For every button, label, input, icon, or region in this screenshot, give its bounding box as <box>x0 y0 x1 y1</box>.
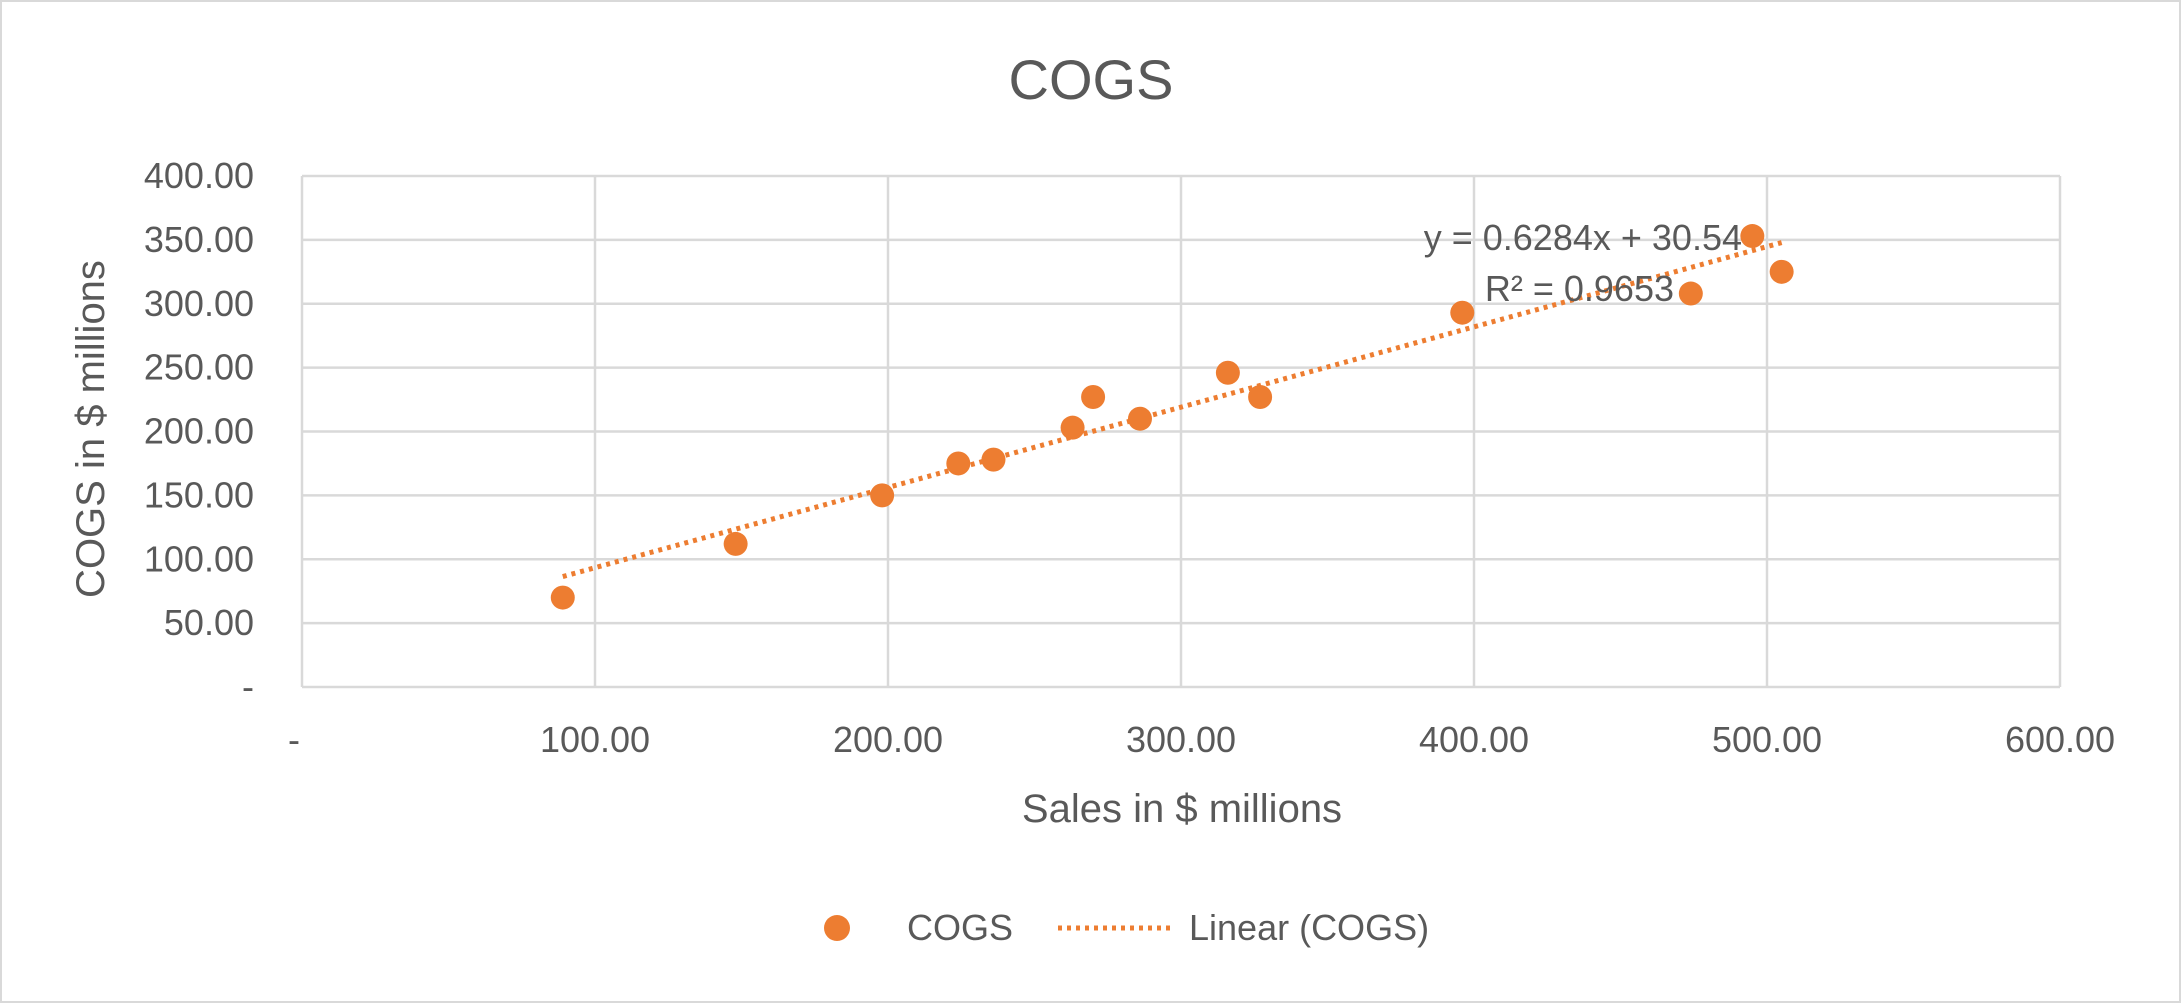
data-point <box>870 483 895 508</box>
y-tick-label: - <box>242 666 254 707</box>
y-tick-label: 400.00 <box>144 155 254 196</box>
data-point <box>1215 360 1240 385</box>
x-tick-label: 200.00 <box>833 719 943 760</box>
x-axis-label: Sales in $ millions <box>1022 787 1342 831</box>
data-point <box>946 451 971 476</box>
chart-title: COGS <box>1009 48 1174 111</box>
data-point <box>1248 385 1273 410</box>
data-point <box>1081 385 1106 410</box>
data-points <box>550 224 1794 610</box>
y-tick-label: 100.00 <box>144 538 254 579</box>
x-tick-label: 100.00 <box>540 719 650 760</box>
x-tick-label: 500.00 <box>1712 719 1822 760</box>
gridlines <box>300 174 2062 689</box>
tick-labels: - 50.00 100.00 150.00 200.00 250.00 300.00 350.… <box>144 155 2115 760</box>
y-axis-label: COGS in $ millions <box>69 260 113 598</box>
y-tick-label: 300.00 <box>144 283 254 324</box>
legend: COGS Linear (COGS) <box>824 907 1429 948</box>
data-point <box>1127 406 1152 431</box>
data-point <box>550 585 575 610</box>
x-tick-label: - <box>288 719 300 760</box>
data-point <box>1769 259 1794 284</box>
data-point <box>1678 281 1703 306</box>
trendline <box>562 240 1783 579</box>
legend-linear-label: Linear (COGS) <box>1189 907 1429 948</box>
data-point <box>1450 300 1475 325</box>
x-tick-label: 400.00 <box>1419 719 1529 760</box>
x-tick-label: 300.00 <box>1126 719 1236 760</box>
trendline-r2: R² = 0.9653 <box>1485 268 1674 309</box>
legend-cogs-label: COGS <box>907 907 1013 948</box>
y-tick-label: 250.00 <box>144 347 254 388</box>
trendline-layer <box>562 240 1783 579</box>
y-tick-label: 150.00 <box>144 474 254 515</box>
data-point <box>723 531 748 556</box>
data-point <box>1060 415 1085 440</box>
trendline-equation: y = 0.6284x + 30.54 <box>1424 217 1742 258</box>
y-tick-label: 50.00 <box>164 602 254 643</box>
data-point <box>981 447 1006 472</box>
y-tick-label: 350.00 <box>144 219 254 260</box>
data-point <box>1740 224 1765 249</box>
x-tick-label: 600.00 <box>2005 719 2115 760</box>
y-tick-label: 200.00 <box>144 411 254 452</box>
legend-cogs-marker <box>824 915 850 941</box>
